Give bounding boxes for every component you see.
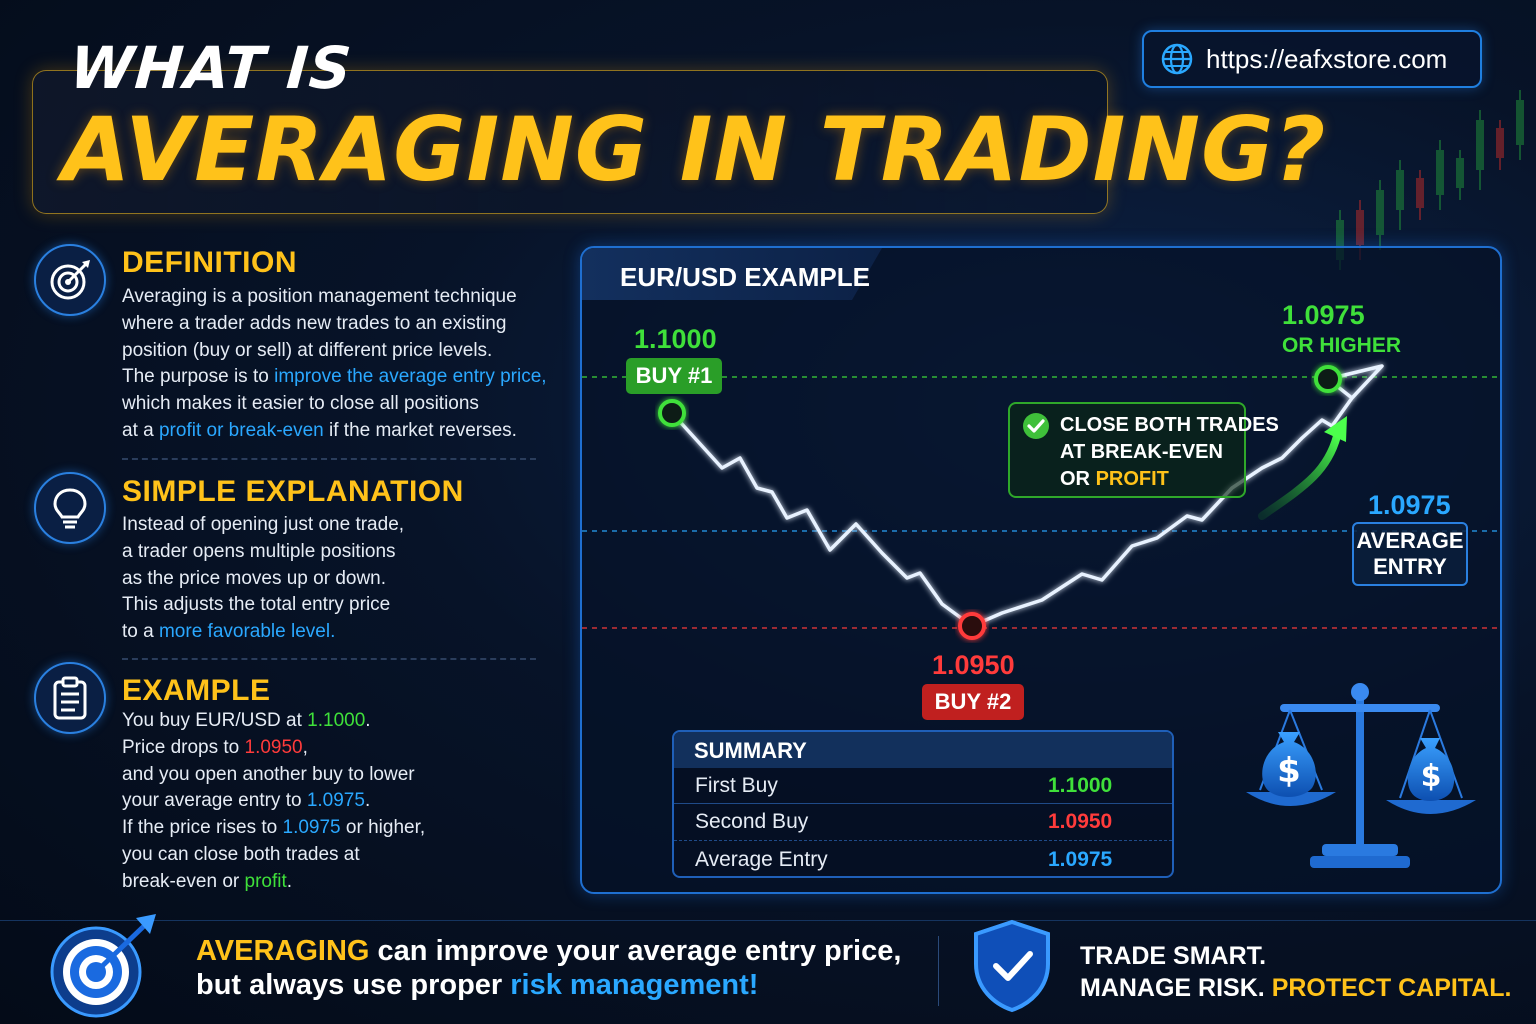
buy1-point [658,399,686,427]
title-line-1: WHAT IS [67,34,355,102]
website-link[interactable]: https://eafxstore.com [1142,30,1482,88]
price-line [670,364,1384,628]
buy1-price: 1.1000 [634,324,717,354]
target-label: OR HIGHER [1282,334,1402,357]
divider [122,658,536,660]
footer-slogan: TRADE SMART. MANAGE RISK. PROTECT CAPITA… [1080,942,1512,1002]
simple-title: SIMPLE EXPLANATION [122,475,464,508]
table-row-label: Second Buy [695,810,809,833]
money-bag-icon: $ [1407,738,1455,801]
target-point [1314,365,1342,393]
clipboard-icon [53,676,87,720]
scale-icon: $ $ [1246,683,1476,868]
close-trades-callout [1008,402,1246,498]
up-arrow-head [1324,416,1347,442]
shield-check-icon [974,919,1050,1013]
page-title: AVERAGING IN TRADING? [62,98,1327,201]
footer-divider [0,920,1536,921]
table-row-label: First Buy [695,774,778,797]
avg-entry-tag: AVERAGE ENTRY [1352,522,1468,586]
background-candles [1336,90,1524,270]
target-icon [50,260,90,300]
svg-text:$: $ [1277,751,1301,791]
table-row-label: Average Entry [695,848,828,871]
example-text: You buy EUR/USD at 1.1000. Price drops t… [122,710,426,892]
divider [122,458,536,460]
up-arrow [1258,432,1341,520]
globe-icon [1161,43,1193,75]
money-bag-icon: $ [1262,732,1316,797]
avg-price: 1.0975 [1368,490,1451,520]
summary-title: SUMMARY [694,738,807,763]
target-price: 1.0975 [1282,300,1365,330]
title-frame [32,70,1108,214]
buy2-price: 1.0950 [932,650,1015,680]
example-title: EXAMPLE [122,674,271,707]
buy2-point [958,612,986,640]
close-trades-text: CLOSE BOTH TRADES AT BREAK-EVEN OR PROFI… [1060,414,1279,490]
panel-tab [582,248,882,300]
footer-separator [938,936,939,1006]
summary-header [674,732,1172,768]
simple-icon-badge [34,472,106,544]
check-icon [1023,413,1049,439]
definition-title: DEFINITION [122,246,297,279]
panel-tab-label: EUR/USD EXAMPLE [620,262,870,292]
table-row-value: 1.1000 [1048,774,1113,797]
lightbulb-icon [53,488,87,529]
buy2-tag: BUY #2 [922,684,1024,720]
definition-icon-badge [34,244,106,316]
svg-text:$: $ [1421,759,1442,794]
definition-text: Averaging is a position management techn… [122,286,547,441]
row-divider [674,803,1172,804]
dart-target-icon [50,914,156,1018]
website-url: https://eafxstore.com [1206,43,1448,74]
simple-text: Instead of opening just one trade, a tra… [122,514,405,643]
price-path-chart [582,364,1500,640]
buy1-tag: BUY #1 [626,358,722,394]
row-divider [674,840,1172,841]
footer-message: AVERAGING can improve your average entry… [196,935,902,1001]
table-row-value: 1.0975 [1048,848,1113,871]
example-icon-badge [34,662,106,734]
table-row-value: 1.0950 [1048,810,1113,833]
